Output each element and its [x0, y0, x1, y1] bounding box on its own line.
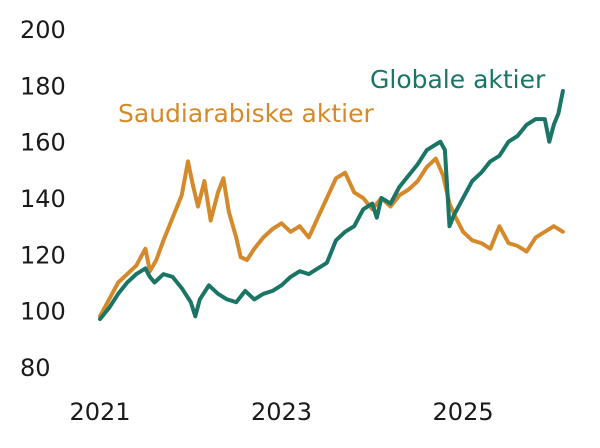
- series-line-global: [98, 89, 565, 322]
- x-tick-label: 2025: [433, 398, 494, 426]
- series-lines: [98, 89, 565, 322]
- x-axis-ticks: 2021 2023 2025: [69, 398, 493, 426]
- series-line-saudi: [98, 156, 565, 319]
- y-tick-label: 120: [20, 241, 66, 269]
- series-label-saudi: Saudiarabiske aktier: [118, 99, 374, 128]
- y-tick-label: 80: [20, 354, 51, 382]
- y-tick-label: 140: [20, 185, 66, 213]
- y-tick-label: 200: [20, 16, 66, 44]
- y-tick-label: 180: [20, 72, 66, 100]
- x-tick-label: 2023: [251, 398, 312, 426]
- y-axis-ticks: 80 100 120 140 160 180 200: [20, 16, 66, 382]
- y-tick-label: 160: [20, 129, 66, 157]
- series-label-global: Globale aktier: [370, 65, 546, 94]
- x-tick-label: 2021: [69, 398, 130, 426]
- y-tick-label: 100: [20, 298, 66, 326]
